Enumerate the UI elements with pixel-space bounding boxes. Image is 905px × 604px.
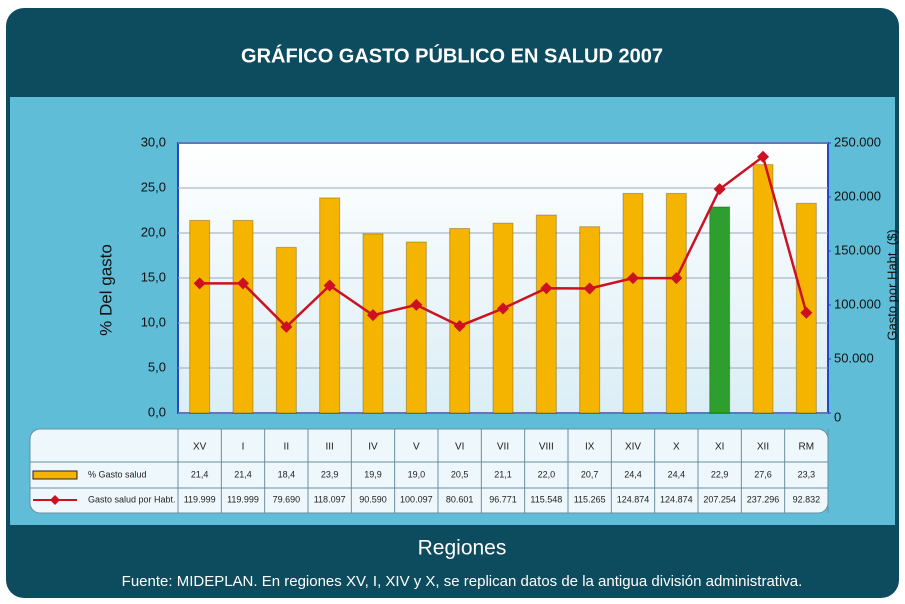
y2-tick-label: 250.000 xyxy=(834,134,881,149)
table-category: IV xyxy=(368,442,378,453)
legend-marker xyxy=(50,495,60,505)
table-category: XII xyxy=(757,442,769,453)
table-value: 22,0 xyxy=(538,469,556,479)
table-value: 19,9 xyxy=(364,469,382,479)
bar xyxy=(535,214,557,414)
y-tick-label: 15,0 xyxy=(141,269,166,284)
table-value: 24,4 xyxy=(668,469,686,479)
chart-title: GRÁFICO GASTO PÚBLICO EN SALUD 2007 xyxy=(241,43,663,67)
legend-label: Gasto salud por Habt. xyxy=(88,494,176,504)
bar xyxy=(752,164,774,414)
bar xyxy=(579,226,601,414)
y2-tick-label: 50.000 xyxy=(834,350,874,365)
table-category: I xyxy=(242,442,245,453)
bar xyxy=(405,241,427,414)
table-value: 24,4 xyxy=(624,469,642,479)
y2-tick-label: 200.000 xyxy=(834,188,881,203)
table-value: 119.999 xyxy=(184,494,216,504)
legend-swatch xyxy=(32,470,78,480)
line-marker xyxy=(323,279,336,292)
bar xyxy=(665,192,687,414)
line-marker xyxy=(410,298,423,311)
table-value: 21,1 xyxy=(494,469,512,479)
line-marker xyxy=(800,306,813,319)
y2-tick-label: 150.000 xyxy=(834,242,881,257)
y-tick-label: 10,0 xyxy=(141,314,166,329)
line-marker xyxy=(757,150,769,163)
table-value: 23,9 xyxy=(321,469,339,479)
table-category: VII xyxy=(497,442,509,453)
y-tick-label: 30,0 xyxy=(141,134,166,149)
table-value: 90.590 xyxy=(359,494,387,504)
table-category: XV xyxy=(193,442,207,453)
y2-tick-label: 0 xyxy=(834,409,841,424)
table-category: IX xyxy=(585,442,595,453)
table-value: 80.601 xyxy=(446,494,474,504)
bar xyxy=(709,206,731,414)
y-tick-label: 5,0 xyxy=(148,359,166,374)
y-tick-label: 25,0 xyxy=(141,179,166,194)
line-marker xyxy=(627,272,639,285)
table-value: 21,4 xyxy=(234,469,252,479)
table-value: 100.097 xyxy=(400,494,433,504)
table-category: RM xyxy=(799,442,815,453)
table-value: 124.874 xyxy=(660,494,693,504)
table-value: 79.690 xyxy=(273,494,301,504)
line-marker xyxy=(453,319,466,332)
y2-tick-label: 100.000 xyxy=(834,296,881,311)
table-value: 20,7 xyxy=(581,469,599,479)
bar xyxy=(362,233,384,414)
table-category: XI xyxy=(715,442,724,453)
table-value: 27,6 xyxy=(754,469,772,479)
table-value: 96.771 xyxy=(489,494,517,504)
table-category: XIV xyxy=(625,442,641,453)
legend-label: % Gasto salud xyxy=(88,469,147,479)
bar xyxy=(319,197,341,414)
line-marker xyxy=(583,282,596,295)
table-value: 118.097 xyxy=(314,494,346,504)
line-marker xyxy=(540,282,553,295)
y-axis-title: % Del gasto xyxy=(96,244,115,336)
bar xyxy=(492,222,514,414)
table-value: 19,0 xyxy=(408,469,426,479)
table-category: V xyxy=(413,442,420,453)
line-marker xyxy=(280,320,293,333)
table-value: 207.254 xyxy=(703,494,736,504)
table-category: II xyxy=(284,442,290,453)
line-marker xyxy=(713,183,726,196)
line-marker xyxy=(367,309,379,322)
table-value: 18,4 xyxy=(278,469,296,479)
bar xyxy=(622,192,644,414)
table-value: 23,3 xyxy=(798,469,816,479)
bar xyxy=(232,219,254,414)
table-value: 92.832 xyxy=(793,494,821,504)
bar xyxy=(189,219,211,414)
line-marker xyxy=(237,277,249,290)
table-value: 20,5 xyxy=(451,469,469,479)
table-category: III xyxy=(325,442,333,453)
line-marker xyxy=(497,302,509,315)
x-axis-title: Regiones xyxy=(418,537,507,560)
table-category: X xyxy=(673,442,680,453)
table-value: 21,4 xyxy=(191,469,209,479)
table-value: 124.874 xyxy=(617,494,650,504)
table-value: 115.548 xyxy=(530,494,562,504)
y2-axis-title: Gasto por Habt. ($) xyxy=(884,229,899,340)
line-marker xyxy=(193,277,206,290)
table-category: VIII xyxy=(539,442,554,453)
y-tick-label: 20,0 xyxy=(141,224,166,239)
table-category: VI xyxy=(455,442,464,453)
table-value: 115.265 xyxy=(574,494,606,504)
source-note: Fuente: MIDEPLAN. En regiones XV, I, XIV… xyxy=(122,573,803,590)
table-value: 22,9 xyxy=(711,469,729,479)
line-marker xyxy=(670,272,683,285)
y-tick-label: 0,0 xyxy=(148,404,166,419)
table-value: 119.999 xyxy=(227,494,259,504)
table-value: 237.296 xyxy=(747,494,780,504)
